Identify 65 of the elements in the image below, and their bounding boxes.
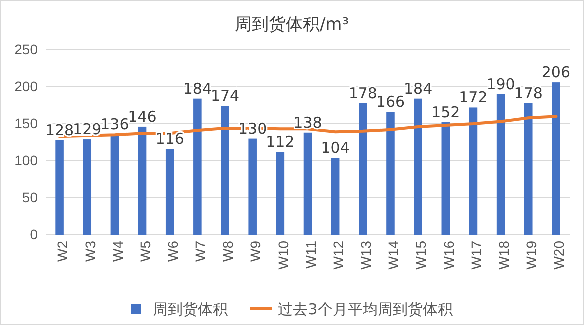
bar — [83, 140, 92, 235]
x-tick-label: W2 — [54, 240, 71, 262]
data-label: 174 — [210, 87, 240, 106]
x-tick-label: W7 — [192, 240, 209, 262]
x-tick-label: W12 — [330, 240, 346, 270]
data-label: 184 — [183, 80, 212, 98]
bar — [359, 103, 368, 235]
y-tick-label: 150 — [14, 115, 38, 132]
bar — [496, 94, 506, 235]
data-label: 152 — [432, 104, 460, 122]
x-tick-label: W19 — [524, 240, 540, 270]
x-tick-label: W5 — [137, 240, 154, 262]
y-tick-label: 200 — [14, 78, 38, 94]
bar — [194, 98, 202, 235]
y-tick-label: 50 — [22, 189, 38, 206]
x-tick-label: W4 — [110, 240, 126, 262]
bar — [469, 108, 478, 235]
data-label: 128 — [45, 121, 74, 140]
bar — [442, 122, 450, 235]
legend-label: 过去3个月平均周到货体积 — [278, 300, 453, 318]
bar — [386, 112, 395, 235]
y-tick-label: 0 — [30, 226, 38, 242]
bar — [304, 132, 312, 235]
data-label: 178 — [348, 84, 378, 102]
bar — [552, 82, 560, 235]
data-label: 146 — [128, 108, 157, 126]
x-tick-label: W15 — [413, 240, 430, 270]
data-label: 112 — [266, 133, 295, 152]
bar — [276, 152, 285, 235]
chart-title: 周到货体积/m³ — [234, 15, 350, 35]
y-tick-label: 250 — [14, 41, 38, 58]
data-label: 206 — [542, 64, 571, 82]
data-label: 172 — [459, 88, 488, 107]
y-tick-label: 100 — [14, 152, 38, 168]
x-tick-label: W8 — [220, 240, 236, 262]
x-tick-label: W16 — [440, 240, 457, 270]
x-tick-label: W18 — [496, 240, 512, 270]
x-tick-label: W17 — [468, 240, 484, 270]
bar — [221, 106, 230, 235]
data-label: 166 — [376, 93, 406, 112]
x-tick-label: W11 — [302, 240, 319, 269]
data-label: 136 — [100, 115, 130, 134]
bar — [56, 140, 64, 235]
bar — [331, 158, 340, 235]
bar — [110, 134, 120, 235]
legend-label: 周到货体积 — [153, 300, 228, 318]
bar — [248, 138, 257, 235]
x-tick-label: W3 — [82, 240, 98, 262]
data-label: 190 — [486, 75, 516, 94]
bar — [138, 126, 147, 235]
data-label: 104 — [321, 139, 350, 158]
data-label: 116 — [156, 130, 184, 148]
x-tick-label: W10 — [275, 240, 292, 270]
x-tick-label: W20 — [551, 240, 568, 270]
bar — [414, 98, 422, 235]
bar — [166, 149, 174, 235]
data-label: 129 — [73, 120, 102, 139]
data-label: 138 — [294, 114, 322, 132]
x-tick-label: W14 — [386, 240, 402, 270]
x-tick-label: W13 — [358, 240, 374, 270]
x-tick-label: W6 — [165, 240, 182, 262]
data-label: 184 — [404, 80, 433, 98]
bar — [524, 103, 533, 235]
x-tick-label: W9 — [248, 240, 264, 262]
data-label: 178 — [514, 84, 543, 102]
